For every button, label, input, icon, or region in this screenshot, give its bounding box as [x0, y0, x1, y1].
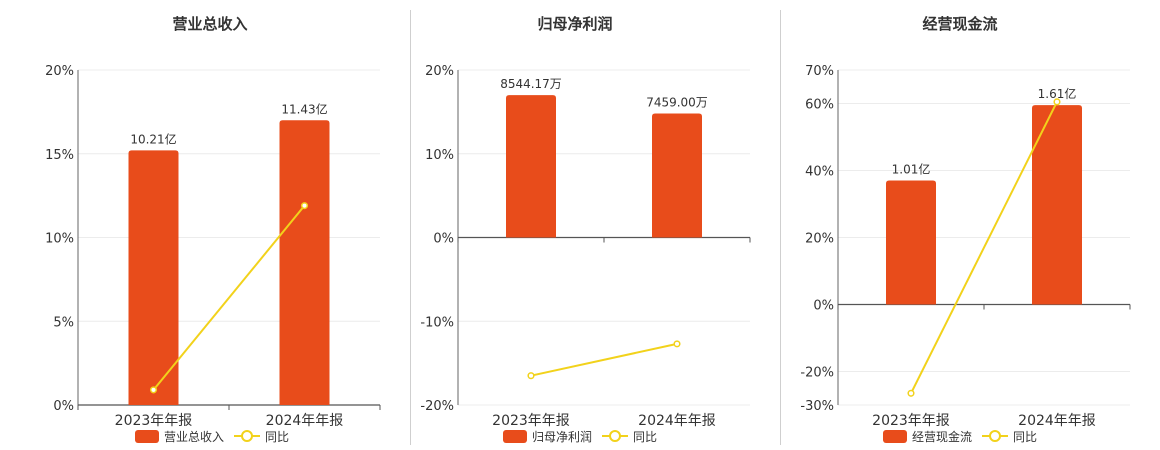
- legend-line-marker: [609, 430, 621, 442]
- chart-title: 营业总收入: [172, 15, 247, 33]
- bar: [279, 120, 330, 405]
- y-tick-label: -20%: [800, 366, 834, 381]
- legend-bar-label: 归母净利润: [532, 430, 592, 444]
- yoy-point: [907, 389, 915, 397]
- x-category-label: 2024年年报: [638, 413, 716, 429]
- chart-title: 归母净利润: [537, 15, 612, 33]
- y-tick-label: -30%: [800, 399, 834, 414]
- x-category-label: 2023年年报: [872, 413, 950, 429]
- legend-line-label: 同比: [1013, 430, 1037, 444]
- legend-line-label: 同比: [633, 430, 657, 444]
- x-category-label: 2024年年报: [266, 413, 344, 429]
- y-tick-label: 0%: [433, 232, 454, 247]
- y-tick-label: 60%: [805, 98, 834, 113]
- yoy-point: [1053, 98, 1061, 106]
- legend-bar-swatch: [135, 430, 159, 443]
- y-tick-label: 20%: [425, 64, 454, 79]
- y-tick-label: -10%: [420, 315, 454, 330]
- bar-value-label: 8544.17万: [500, 77, 562, 91]
- yoy-point: [673, 340, 681, 348]
- legend-bar-label: 经营现金流: [912, 429, 972, 444]
- bar: [1032, 105, 1082, 305]
- y-tick-label: 10%: [45, 232, 74, 247]
- y-tick-label: 70%: [805, 64, 834, 79]
- x-category-label: 2023年年报: [492, 413, 570, 429]
- y-tick-label: -20%: [420, 399, 454, 414]
- y-tick-label: 40%: [805, 165, 834, 180]
- x-category-label: 2024年年报: [1018, 413, 1096, 429]
- chart-panel-1: 营业总收入 0% 5% 10% 15% 20% 10.21亿 11.43亿 2023年年报 202…: [45, 15, 381, 444]
- y-tick-label: 20%: [45, 64, 74, 79]
- legend-bar-label: 营业总收入: [164, 430, 224, 444]
- y-tick-label: 10%: [425, 148, 454, 163]
- bar-value-label: 10.21亿: [130, 131, 176, 146]
- legend-bar-swatch: [883, 430, 907, 443]
- y-tick-label: 15%: [45, 148, 74, 163]
- bar-value-label: 1.01亿: [892, 162, 931, 177]
- legend-line-marker: [241, 430, 253, 442]
- bar-value-label: 11.43亿: [281, 101, 327, 116]
- legend-line-label: 同比: [265, 430, 289, 444]
- x-category-label: 2023年年报: [115, 413, 193, 429]
- chart-title: 经营现金流: [922, 15, 997, 33]
- bar: [886, 180, 936, 305]
- yoy-line: [152, 205, 306, 391]
- chart-panel-2: 归母净利润 -20% -10% 0% 10% 20% 8544.17万 7459.00万 202…: [420, 15, 751, 444]
- yoy-line: [530, 342, 678, 377]
- bar: [506, 95, 556, 238]
- legend-line-marker: [989, 430, 1001, 442]
- panel-divider: [780, 10, 781, 445]
- bar-value-label: 1.61亿: [1038, 86, 1077, 101]
- y-tick-label: 20%: [805, 232, 834, 247]
- chart-panel-3: 经营现金流 -30% -20% 0% 20% 40% 60% 70% 1.01亿 1.61亿 202…: [800, 15, 1131, 444]
- legend-bar-swatch: [503, 430, 527, 443]
- yoy-point: [527, 372, 535, 380]
- yoy-point: [300, 202, 309, 210]
- yoy-line: [910, 101, 1058, 394]
- bar-value-label: 7459.00万: [646, 96, 708, 110]
- y-tick-label: 5%: [53, 315, 74, 330]
- bar: [128, 150, 179, 405]
- y-tick-label: 0%: [813, 299, 834, 314]
- bar: [652, 113, 702, 238]
- y-tick-label: 0%: [53, 399, 74, 414]
- yoy-point: [149, 386, 158, 394]
- panel-divider: [410, 10, 411, 445]
